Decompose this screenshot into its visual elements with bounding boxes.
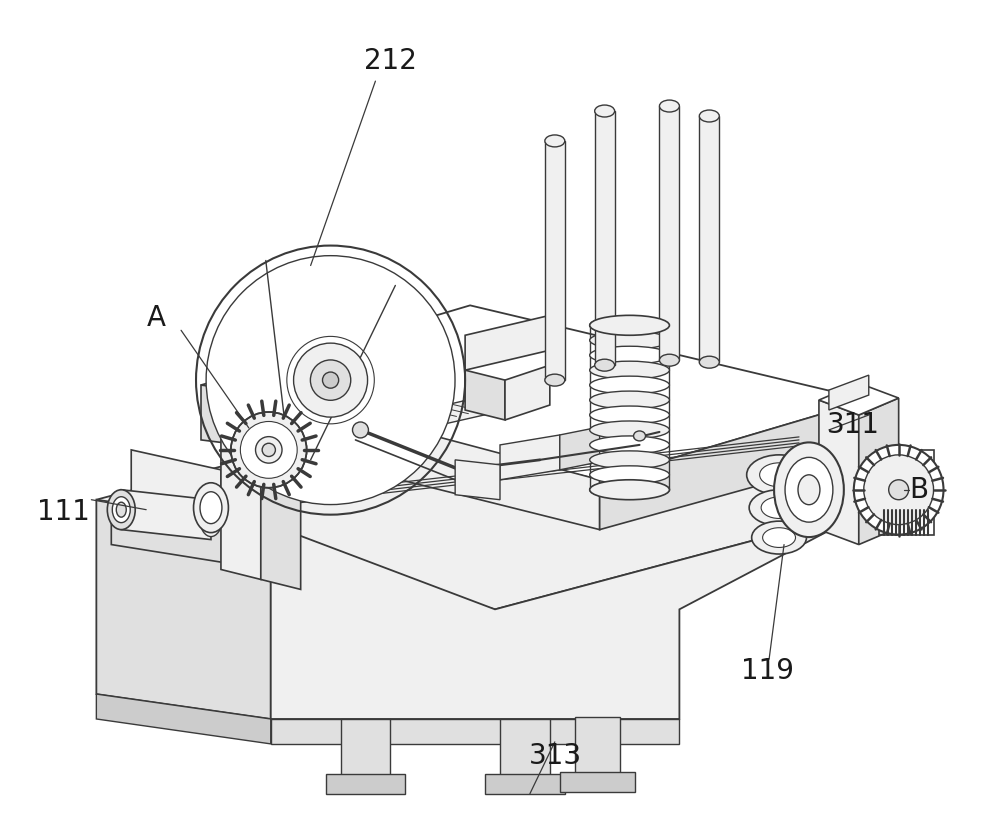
Polygon shape [96,694,271,744]
Ellipse shape [590,436,669,454]
Ellipse shape [322,372,339,388]
Ellipse shape [310,360,351,400]
Ellipse shape [785,457,833,522]
Polygon shape [829,375,869,410]
Polygon shape [819,383,899,415]
Ellipse shape [595,359,615,371]
Ellipse shape [294,343,368,417]
Text: A: A [147,305,166,332]
Polygon shape [505,365,550,420]
Polygon shape [131,450,221,530]
Polygon shape [465,315,550,370]
Ellipse shape [590,361,669,379]
Ellipse shape [595,105,615,117]
Text: 119: 119 [741,657,794,685]
Polygon shape [201,305,869,480]
Ellipse shape [747,455,811,495]
Ellipse shape [590,466,669,484]
Polygon shape [96,400,869,609]
Ellipse shape [590,316,669,334]
Polygon shape [819,400,859,544]
Polygon shape [271,510,869,719]
Polygon shape [201,385,281,450]
Ellipse shape [200,503,222,536]
Polygon shape [545,141,565,380]
Polygon shape [455,460,500,500]
Ellipse shape [262,443,275,457]
Polygon shape [699,116,719,362]
Ellipse shape [752,521,806,554]
Polygon shape [659,106,679,360]
Polygon shape [560,427,600,470]
Polygon shape [595,111,615,365]
Polygon shape [271,719,679,744]
Ellipse shape [774,442,844,537]
Polygon shape [465,370,505,420]
Ellipse shape [854,445,944,535]
Ellipse shape [231,412,307,488]
Polygon shape [111,510,236,564]
Ellipse shape [798,475,820,505]
Ellipse shape [590,376,669,394]
Ellipse shape [763,528,796,548]
Polygon shape [500,435,560,480]
Ellipse shape [699,356,719,369]
Polygon shape [500,719,550,779]
Text: 111: 111 [37,498,90,525]
Ellipse shape [590,346,669,364]
Ellipse shape [206,256,455,505]
Ellipse shape [590,391,669,409]
Ellipse shape [107,490,135,530]
Polygon shape [221,315,301,340]
Ellipse shape [749,490,809,525]
Ellipse shape [590,331,669,349]
Ellipse shape [545,374,565,386]
Text: 313: 313 [529,742,582,770]
Text: 212: 212 [364,47,417,76]
Ellipse shape [116,502,126,517]
Ellipse shape [112,496,130,523]
Polygon shape [261,340,301,589]
Polygon shape [326,774,405,793]
Polygon shape [121,490,211,540]
Ellipse shape [590,481,669,499]
Polygon shape [485,774,565,793]
Ellipse shape [889,480,909,500]
Ellipse shape [590,451,669,469]
Polygon shape [600,400,869,530]
Polygon shape [341,719,390,779]
Polygon shape [96,500,271,719]
Ellipse shape [659,354,679,366]
Polygon shape [575,717,620,777]
Ellipse shape [760,463,798,486]
Ellipse shape [590,315,669,335]
Ellipse shape [699,110,719,122]
Ellipse shape [200,491,222,524]
Ellipse shape [761,497,797,519]
Ellipse shape [634,431,646,441]
Polygon shape [859,398,899,544]
Ellipse shape [256,437,282,463]
Ellipse shape [352,422,368,438]
Text: B: B [909,476,928,504]
Ellipse shape [240,422,297,478]
Text: 311: 311 [827,411,880,439]
Polygon shape [296,390,550,450]
Polygon shape [281,395,600,530]
Ellipse shape [864,455,934,525]
Ellipse shape [590,480,669,500]
Polygon shape [560,772,635,792]
Ellipse shape [590,406,669,424]
Ellipse shape [194,483,228,533]
Ellipse shape [545,135,565,147]
Polygon shape [221,330,261,579]
Ellipse shape [590,421,669,439]
Ellipse shape [659,100,679,112]
